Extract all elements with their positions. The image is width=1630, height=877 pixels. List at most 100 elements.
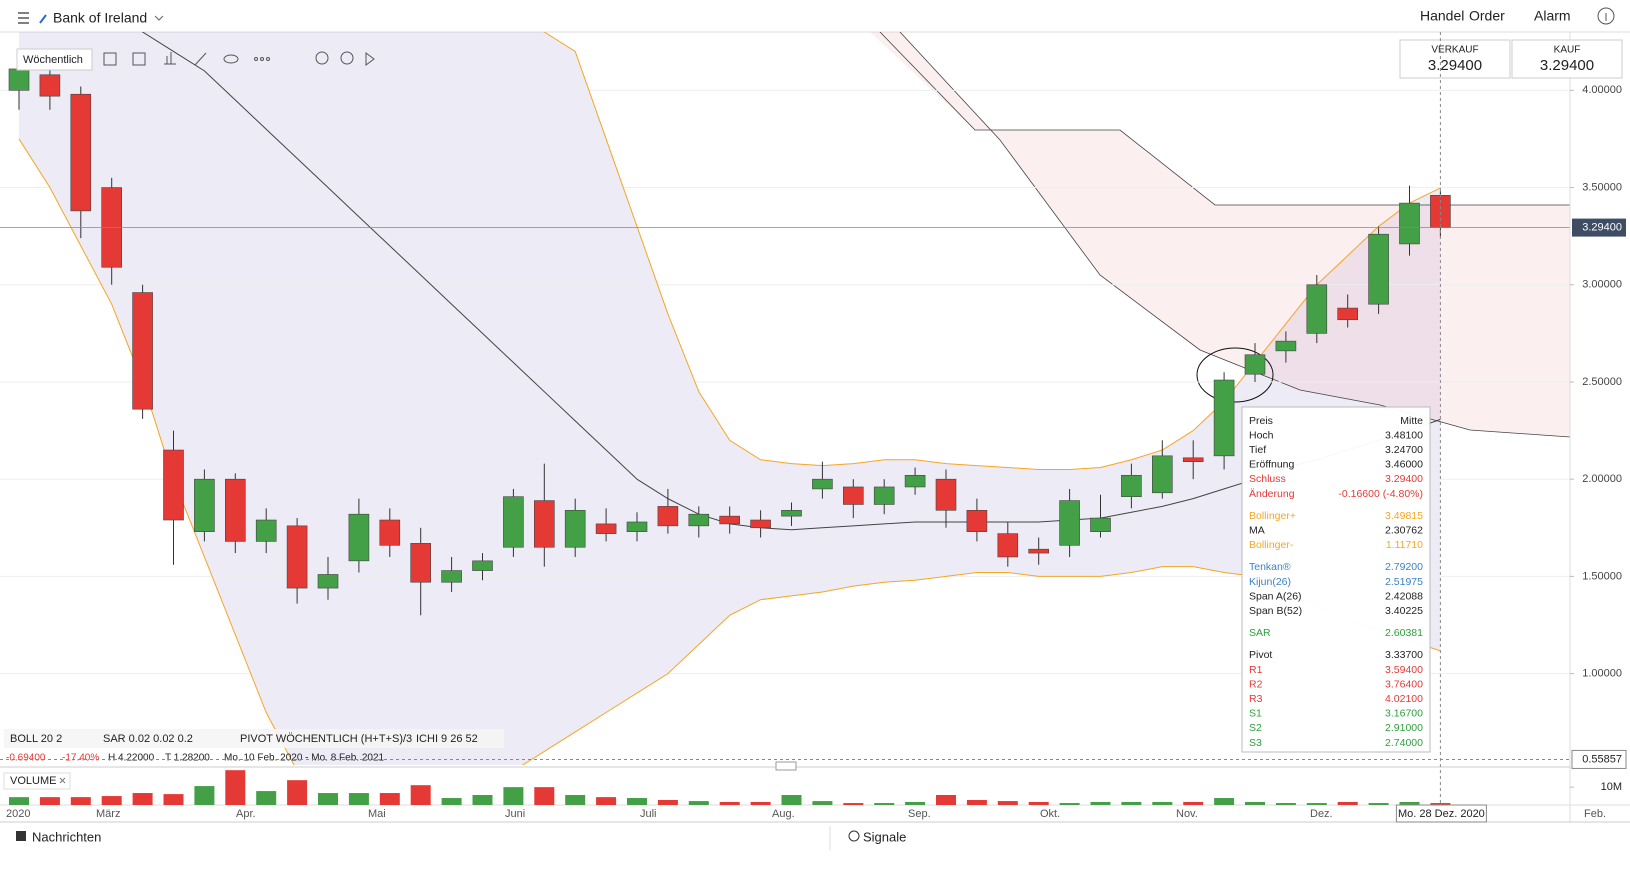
tooltip-label: Schluss	[1249, 473, 1286, 485]
volume-title: VOLUME	[10, 775, 56, 787]
tooltip-value: 2.79200	[1385, 561, 1423, 573]
indicator-label[interactable]: ICHI 9 26 52	[416, 733, 478, 745]
candle-body	[39, 74, 61, 97]
tooltip-label: Hoch	[1249, 429, 1274, 441]
tooltip-label: Bollinger-	[1249, 539, 1294, 551]
volume-bar	[997, 801, 1018, 805]
header-bar	[0, 0, 1630, 32]
candle-body	[1275, 340, 1297, 352]
instrument-title[interactable]: Bank of Ireland	[53, 10, 147, 26]
indicator-label[interactable]: SAR 0.02 0.02 0.2	[103, 733, 193, 745]
period-label[interactable]: Wöchentlich	[23, 54, 83, 66]
candle-body	[595, 523, 617, 534]
buy-price[interactable]: 3.29400	[1540, 57, 1594, 74]
info-icon[interactable]	[1597, 7, 1615, 25]
candle-body	[842, 486, 864, 505]
buy-box[interactable]	[1511, 39, 1623, 79]
candle-body	[1028, 548, 1049, 554]
volume-bar	[936, 795, 956, 805]
volume-bar	[1090, 801, 1111, 805]
volume-bar	[194, 786, 215, 805]
period-button[interactable]	[16, 48, 93, 71]
tooltip-value: 3.59400	[1385, 664, 1423, 676]
last-price-label: 3.29400	[1582, 222, 1622, 234]
dropdown-icon[interactable]	[154, 15, 164, 21]
tooltip-value: 4.02100	[1385, 693, 1423, 705]
volume-bar	[348, 793, 369, 805]
volume-bar	[1430, 803, 1451, 805]
indicator-label[interactable]: PIVOT WÖCHENTLICH (H+T+S)/3	[240, 733, 412, 745]
volume-bar	[874, 803, 895, 805]
menu-icon[interactable]	[18, 12, 29, 24]
x-axis-label: Feb.	[1584, 808, 1606, 820]
volume-bar	[812, 801, 833, 805]
x-axis-label: Aug.	[772, 808, 795, 820]
candle-body	[1121, 474, 1142, 497]
buy-label[interactable]: KAUF	[1554, 45, 1581, 56]
x-axis-label: Okt.	[1040, 808, 1060, 820]
candle-body	[719, 515, 741, 525]
tooltip-label: S1	[1249, 708, 1262, 720]
volume-bar	[843, 803, 864, 805]
volume-bar	[379, 793, 400, 805]
volume-bar	[905, 801, 926, 805]
edit-icon[interactable]	[39, 14, 47, 24]
volume-bar	[1337, 801, 1358, 805]
y-tick-label: 3.50000	[1582, 181, 1622, 193]
volume-bar	[1152, 801, 1173, 805]
candle-body	[812, 478, 833, 490]
tooltip-label: S2	[1249, 722, 1262, 734]
volume-bar	[565, 795, 586, 805]
candle-body	[904, 474, 926, 488]
volume-bar	[132, 793, 153, 805]
tooltip-value: 3.46000	[1385, 459, 1423, 471]
volume-bar	[287, 780, 308, 805]
y-tick-label: 3.00000	[1582, 279, 1622, 291]
volume-bar	[410, 785, 431, 805]
sell-label[interactable]: VERKAUF	[1431, 45, 1478, 56]
crosshair-date-tag	[1395, 804, 1487, 823]
news-tab[interactable]: Nachrichten	[32, 829, 101, 844]
candle-body	[1090, 517, 1111, 532]
candle-body	[70, 93, 92, 212]
signals-icon[interactable]	[848, 830, 860, 842]
candle-body	[750, 519, 771, 529]
x-axis-label: 2020	[6, 808, 30, 820]
tooltip-value: 3.48100	[1385, 429, 1423, 441]
volume-legend	[3, 772, 71, 790]
volume-bar	[101, 796, 122, 805]
sell-price[interactable]: 3.29400	[1428, 57, 1482, 74]
volume-bar	[596, 797, 617, 805]
plot-area	[0, 32, 1570, 765]
tooltip-value: 3.29400	[1385, 473, 1423, 485]
candle-body	[410, 543, 432, 583]
y-tick-label: 1.50000	[1582, 570, 1622, 582]
signals-tab[interactable]: Signale	[863, 829, 906, 844]
resize-handle[interactable]	[775, 761, 797, 771]
candle-body	[348, 513, 370, 562]
footer	[0, 826, 1630, 877]
news-icon[interactable]	[16, 831, 26, 841]
indicator-label[interactable]: BOLL 20 2	[10, 733, 62, 745]
volume-bar	[39, 797, 60, 805]
y-tick-label: 2.50000	[1582, 376, 1622, 388]
menu-item[interactable]: Handel	[1420, 8, 1464, 24]
volume-bar	[441, 798, 462, 805]
toolbar-icons[interactable]	[103, 51, 375, 66]
candle-body	[1337, 307, 1358, 321]
y-tick-label: 1.00000	[1582, 668, 1622, 680]
tooltip-value: 2.30762	[1385, 524, 1423, 536]
volume-bar	[781, 795, 802, 805]
close-icon[interactable]	[59, 777, 66, 784]
menu-item[interactable]: Order	[1469, 8, 1505, 24]
volume-bar	[534, 787, 555, 805]
tooltip-label: Bollinger+	[1249, 510, 1296, 522]
tooltip-label: Kijun(26)	[1249, 576, 1291, 588]
sell-box[interactable]	[1399, 39, 1511, 79]
menu-item[interactable]: Alarm	[1534, 8, 1571, 24]
volume-bar	[1368, 803, 1389, 805]
candle-body	[225, 478, 246, 542]
tooltip-label: R1	[1249, 664, 1263, 676]
volume-bar	[966, 800, 987, 805]
